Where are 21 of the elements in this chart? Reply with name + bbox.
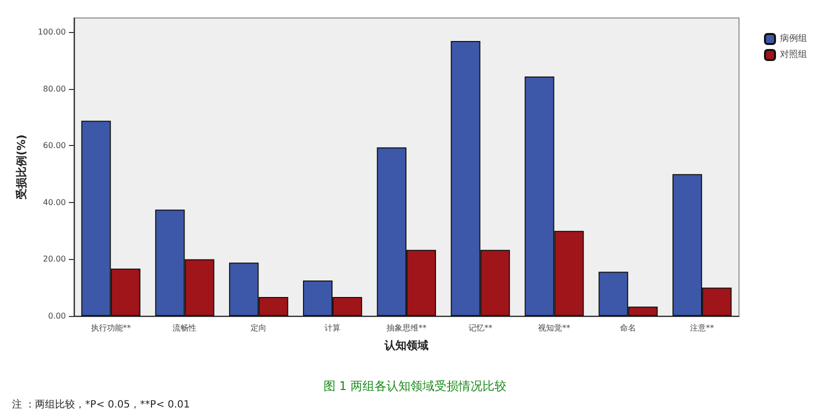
y-tick-label: 60.00 [42, 141, 66, 150]
x-tick-label: 记忆** [468, 324, 492, 332]
x-tick-label: 定向 [250, 324, 267, 332]
x-tick-label: 执行功能** [90, 324, 131, 332]
y-tick-label: 0.00 [48, 312, 66, 320]
x-tick-label: 流畅性 [172, 324, 197, 332]
legend-label: 病例组 [780, 33, 807, 44]
x-axis-title: 认知领域 [383, 339, 428, 352]
y-tick-label: 40.00 [42, 198, 66, 207]
text: 注 ：两组比较，*P< 0.05，**P< 0.01 [12, 398, 190, 410]
x-tick-label: 注意** [690, 324, 714, 332]
x-tick-label: 抽象思维** [386, 324, 426, 332]
y-tick-label: 80.00 [42, 84, 66, 94]
y-tick-label: 100.00 [38, 28, 66, 37]
x-tick-label: 计算 [324, 324, 341, 332]
y-tick-label: 20.00 [42, 254, 66, 264]
legend-label: 对照组 [780, 49, 807, 60]
x-tick-label: 视知觉** [538, 324, 570, 332]
x-tick-label: 命名 [620, 324, 636, 332]
y-axis-title: 受损比例(%) [15, 134, 28, 201]
caption: 图 1 两组各认知领域受损情况比较 [323, 379, 507, 393]
